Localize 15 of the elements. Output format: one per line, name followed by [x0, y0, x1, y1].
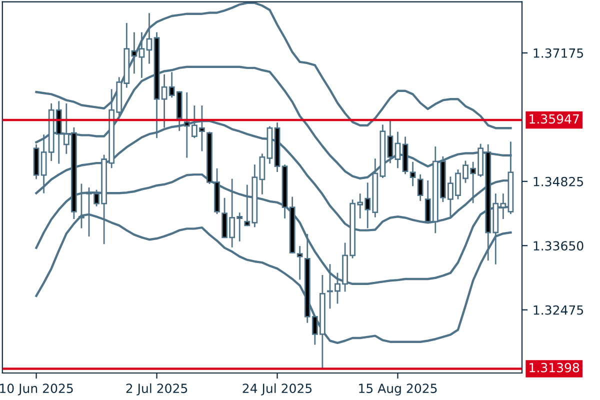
x-tick-label: 2 Jul 2025 — [126, 383, 188, 396]
x-tick-label: 10 Jun 2025 — [0, 384, 73, 396]
candlestick — [410, 162, 416, 186]
y-tick-label: 1.37175 — [534, 48, 584, 58]
candlestick — [146, 13, 152, 64]
ref-line-label: 1.35947 — [530, 114, 579, 124]
candlestick — [394, 132, 401, 168]
candlestick — [417, 174, 424, 201]
candlestick — [387, 120, 394, 164]
x-tick-label: 15 Aug 2025 — [359, 384, 437, 396]
x-tick-label: 24 Jul 2025 — [242, 383, 312, 396]
y-tick-label: 1.33650 — [534, 241, 584, 251]
y-tick-label: 1.32475 — [534, 305, 584, 315]
y-tick-label: 1.34825 — [534, 176, 584, 186]
ref-line-label: 1.31398 — [530, 362, 580, 372]
